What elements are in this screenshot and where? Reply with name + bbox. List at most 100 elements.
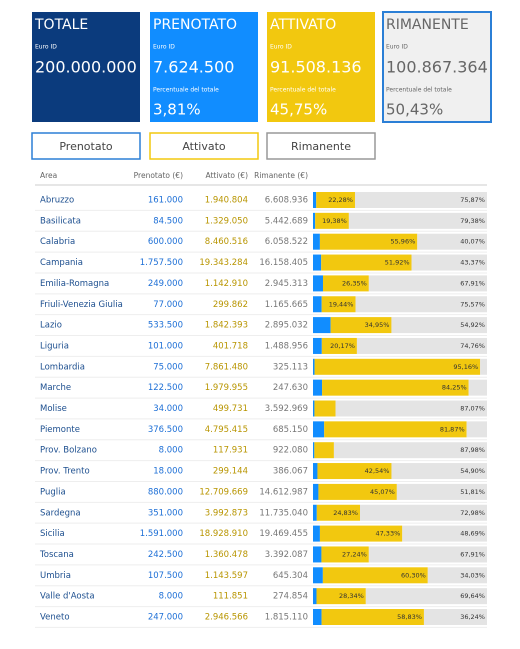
prenotato-cell: 1.757.500: [140, 258, 183, 268]
area-name: Valle d'Aosta: [40, 592, 95, 602]
rimanente-bar: [391, 463, 487, 480]
rimanente-cell: 19.469.455: [259, 529, 308, 539]
rimanente-cell: 2.895.032: [265, 321, 308, 331]
prenotato-bar: [313, 588, 317, 605]
rimanente-cell: 247.630: [273, 383, 308, 393]
card-unit: Euro ID: [386, 44, 408, 51]
filter-button-label[interactable]: Attivato: [182, 140, 226, 153]
rimanente-bar: [402, 525, 487, 542]
area-name: Sardegna: [40, 508, 81, 518]
attivato-bar: [324, 421, 467, 438]
rimanente-pct-label: 43,37%: [460, 259, 485, 267]
area-name: Lombardia: [40, 362, 85, 372]
attivato-bar: [330, 317, 392, 334]
card-pct: 50,43%: [386, 101, 443, 119]
attivato-cell: 18.928.910: [199, 529, 248, 539]
attivato-pct-label: 60,30%: [401, 571, 426, 579]
prenotato-cell: 1.591.000: [140, 529, 183, 539]
attivato-pct-label: 58,83%: [397, 613, 422, 621]
attivato-cell: 1.979.955: [205, 383, 248, 393]
rimanente-pct-label: 67,91%: [460, 279, 485, 287]
prenotato-cell: 161.000: [148, 196, 183, 206]
prenotato-bar: [313, 379, 323, 396]
card-pct: 3,81%: [153, 101, 201, 119]
rimanente-cell: 11.735.040: [259, 508, 308, 518]
rimanente-bar: [354, 192, 487, 208]
attivato-bar: [319, 525, 403, 542]
rimanente-pct-label: 72,98%: [460, 509, 485, 517]
filter-button[interactable]: [31, 132, 141, 160]
prenotato-bar: [313, 254, 322, 271]
card-value: 200.000.000: [35, 58, 137, 77]
card-unit: Euro ID: [35, 44, 57, 51]
card-pct-label: Percentuale del totale: [386, 87, 452, 94]
area-name: Friuli-Venezia Giulia: [40, 300, 123, 310]
prenotato-bar: [313, 463, 318, 480]
attivato-bar: [314, 358, 481, 375]
rimanente-bar: [368, 275, 487, 292]
area-name: Veneto: [40, 613, 70, 623]
card: [382, 11, 492, 123]
area-name: Emilia-Romagna: [40, 279, 109, 289]
prenotato-cell: 18.000: [153, 467, 183, 477]
prenotato-cell: 533.500: [148, 321, 183, 331]
attivato-bar: [321, 609, 424, 625]
attivato-bar: [314, 400, 336, 417]
filter-button-label[interactable]: Prenotato: [59, 140, 113, 153]
rimanente-cell: 685.150: [273, 425, 308, 435]
filter-button[interactable]: [266, 132, 376, 160]
prenotato-bar: [313, 212, 316, 229]
prenotato-bar: [313, 296, 322, 313]
attivato-bar: [314, 442, 334, 459]
rimanente-cell: 6.058.522: [265, 237, 308, 247]
rimanente-pct-label: 54,92%: [460, 321, 485, 329]
rimanente-bar: [423, 609, 487, 625]
attivato-pct-label: 42,54%: [365, 467, 390, 475]
prenotato-cell: 107.500: [148, 571, 183, 581]
area-name: Campania: [40, 258, 83, 268]
attivato-cell: 2.946.566: [205, 613, 248, 623]
attivato-bar: [316, 588, 366, 605]
attivato-pct-label: 26,35%: [342, 279, 367, 287]
card-value: 91.508.136: [270, 58, 362, 77]
prenotato-bar: [313, 192, 317, 208]
prenotato-bar: [313, 421, 325, 438]
area-name: Toscana: [39, 550, 74, 560]
attivato-cell: 1.142.910: [205, 279, 248, 289]
attivato-bar: [315, 212, 349, 229]
filter-button[interactable]: [149, 132, 259, 160]
area-name: Abruzzo: [40, 196, 74, 206]
attivato-cell: 1.329.050: [205, 216, 248, 226]
rimanente-pct-label: 75,87%: [460, 196, 485, 204]
prenotato-cell: 351.000: [148, 508, 183, 518]
rimanente-pct-label: 36,24%: [460, 613, 485, 621]
column-header: Rimanente (€): [254, 171, 308, 180]
rimanente-cell: 325.113: [273, 362, 308, 372]
area-name: Calabria: [40, 237, 75, 247]
attivato-cell: 7.861.480: [205, 362, 248, 372]
rimanente-bar: [365, 588, 487, 605]
rimanente-bar: [411, 254, 487, 271]
attivato-bar: [321, 337, 357, 354]
column-header: Area: [40, 171, 57, 180]
rimanente-pct-label: 40,07%: [460, 238, 485, 246]
rimanente-pct-label: 48,69%: [460, 530, 485, 538]
card-title: TOTALE: [34, 17, 88, 33]
attivato-cell: 299.862: [213, 300, 248, 310]
card-pct-label: Percentuale del totale: [270, 87, 336, 94]
card-title: PRENOTATO: [153, 17, 237, 33]
rimanente-bar: [356, 337, 487, 354]
filter-button-label[interactable]: Rimanente: [291, 140, 351, 153]
prenotato-cell: 75.000: [153, 362, 183, 372]
area-name: Umbria: [40, 571, 71, 581]
card: [150, 12, 258, 122]
rimanente-cell: 1.488.956: [265, 341, 308, 351]
attivato-pct-label: 22,28%: [328, 196, 353, 204]
prenotato-bar: [313, 275, 323, 292]
prenotato-bar: [313, 317, 331, 334]
prenotato-cell: 242.500: [148, 550, 183, 560]
rimanente-bar: [360, 504, 487, 521]
attivato-pct-label: 51,92%: [385, 259, 410, 267]
attivato-cell: 1.842.393: [205, 321, 248, 331]
